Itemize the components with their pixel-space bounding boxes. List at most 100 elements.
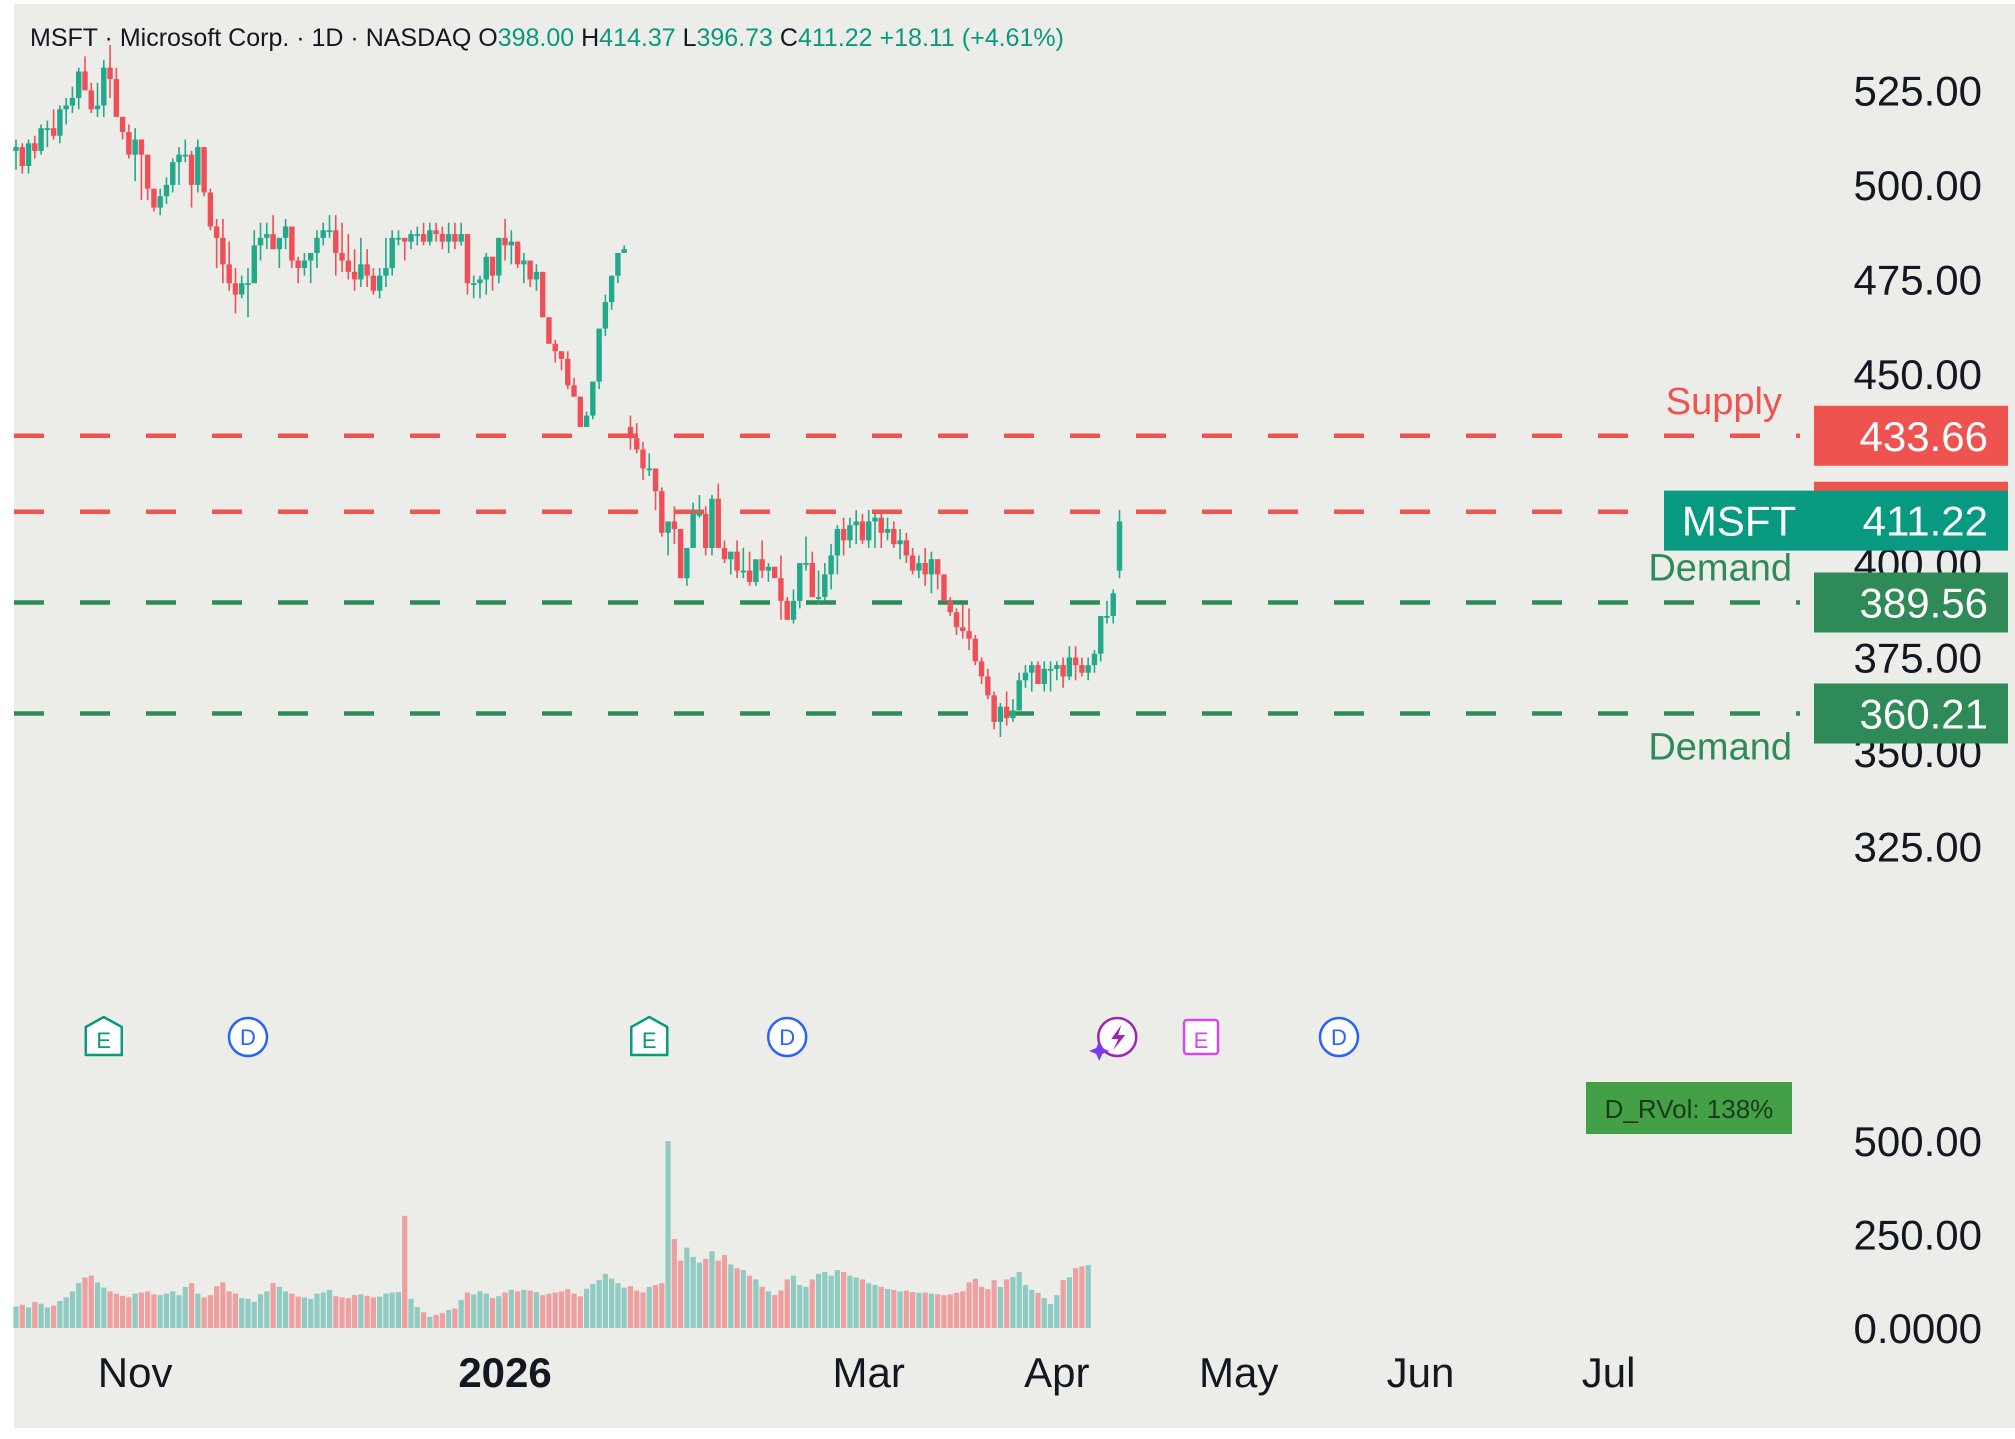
volume-bar bbox=[188, 1283, 195, 1328]
candle-body bbox=[201, 147, 207, 193]
candle bbox=[376, 268, 383, 299]
candle-body bbox=[63, 105, 69, 110]
volume-bar bbox=[690, 1256, 696, 1328]
current-symbol-tag bbox=[1664, 490, 1814, 551]
volume-bar bbox=[1016, 1271, 1022, 1328]
volume-bar bbox=[483, 1293, 489, 1328]
level-price-tag bbox=[1814, 683, 2008, 744]
volume-bar bbox=[1047, 1304, 1054, 1328]
candle-body bbox=[941, 574, 947, 601]
header-part: 398.00 bbox=[498, 24, 574, 52]
candle bbox=[527, 260, 533, 287]
candle bbox=[282, 218, 289, 250]
volume-bar bbox=[151, 1294, 157, 1328]
earnings-icon-glyph: E bbox=[1194, 1028, 1209, 1053]
candle-body bbox=[960, 627, 966, 632]
candle bbox=[452, 222, 458, 250]
candle-body bbox=[489, 256, 496, 276]
candle bbox=[577, 396, 583, 427]
candle-body bbox=[909, 555, 916, 571]
volume-bar bbox=[772, 1295, 778, 1328]
candle-body bbox=[703, 513, 709, 548]
volume-bar bbox=[834, 1270, 840, 1328]
candle bbox=[113, 67, 120, 117]
candle bbox=[170, 158, 176, 193]
price-axis[interactable]: 525.00500.00475.00450.00400.00375.00350.… bbox=[1854, 67, 1982, 870]
volume-bar bbox=[665, 1141, 671, 1328]
time-axis[interactable]: Nov 2026 Mar Apr May Jun Jul bbox=[98, 1349, 1636, 1396]
candle-body bbox=[552, 343, 558, 352]
volume-bar bbox=[809, 1279, 815, 1328]
candle bbox=[646, 453, 652, 477]
candle-body bbox=[508, 241, 515, 246]
candle-body bbox=[427, 230, 433, 242]
level-price-text: 433.66 bbox=[1860, 413, 1988, 460]
candle bbox=[822, 563, 828, 601]
candle-body bbox=[144, 154, 151, 189]
volume-bar bbox=[82, 1277, 88, 1328]
dividend-icon-glyph: D bbox=[1331, 1025, 1347, 1050]
volume-bar bbox=[157, 1295, 163, 1328]
candle-body bbox=[602, 302, 609, 329]
rvol-badge: D_RVol: 138% bbox=[1586, 1082, 1792, 1134]
candle bbox=[345, 234, 352, 280]
candle bbox=[514, 241, 521, 269]
volume-bar bbox=[182, 1286, 188, 1328]
candle-body bbox=[778, 578, 784, 601]
candle bbox=[471, 275, 477, 299]
candle-body bbox=[1098, 615, 1104, 654]
candle-body bbox=[784, 600, 790, 620]
volume-axis[interactable]: 500.00 250.00 0.0000 bbox=[1854, 1118, 1982, 1352]
rvol-label: D_RVol: 138% bbox=[1605, 1094, 1774, 1124]
volume-bar bbox=[740, 1270, 746, 1328]
candle bbox=[182, 139, 188, 163]
volume-bar bbox=[107, 1291, 113, 1328]
candle-body bbox=[652, 468, 659, 492]
price-tick: 475.00 bbox=[1854, 256, 1982, 303]
candle bbox=[759, 540, 765, 579]
candle-body bbox=[445, 234, 452, 242]
candle-body bbox=[558, 351, 565, 359]
candle bbox=[395, 230, 402, 246]
candle-body bbox=[809, 563, 815, 598]
candle-body bbox=[282, 226, 289, 238]
volume-bar bbox=[715, 1260, 721, 1328]
time-label: Nov bbox=[98, 1349, 173, 1396]
volume-bar bbox=[201, 1297, 207, 1328]
candle-body bbox=[351, 271, 358, 280]
candle-body bbox=[634, 438, 640, 450]
candle bbox=[201, 147, 207, 197]
candle-body bbox=[138, 139, 145, 155]
candle bbox=[226, 241, 232, 291]
volume-bar bbox=[922, 1292, 928, 1328]
candle bbox=[539, 271, 546, 318]
candle bbox=[1104, 600, 1110, 624]
candle-body bbox=[420, 234, 427, 242]
candle bbox=[358, 237, 364, 287]
candle bbox=[151, 188, 157, 212]
candle bbox=[1072, 646, 1079, 681]
volume-bar bbox=[696, 1262, 703, 1328]
candle-body bbox=[608, 275, 615, 303]
candle-body bbox=[627, 426, 634, 439]
volume-bar bbox=[627, 1286, 634, 1328]
header-part: C bbox=[773, 24, 798, 52]
candle bbox=[32, 135, 38, 159]
candle-body bbox=[759, 559, 765, 571]
candle bbox=[878, 510, 884, 548]
candle-body bbox=[815, 597, 822, 599]
volume-bar bbox=[320, 1292, 326, 1328]
candle bbox=[884, 517, 891, 541]
volume-bar bbox=[427, 1316, 433, 1328]
volume-bar bbox=[797, 1285, 803, 1328]
candle bbox=[941, 574, 947, 601]
candle-body bbox=[991, 695, 997, 722]
candle-body bbox=[408, 234, 414, 242]
candle-body bbox=[176, 154, 182, 163]
candle-body bbox=[113, 79, 120, 117]
volume-bar bbox=[239, 1298, 245, 1328]
candle-body bbox=[640, 449, 646, 469]
dividend-icon bbox=[1318, 1016, 1360, 1058]
candle bbox=[502, 218, 508, 261]
